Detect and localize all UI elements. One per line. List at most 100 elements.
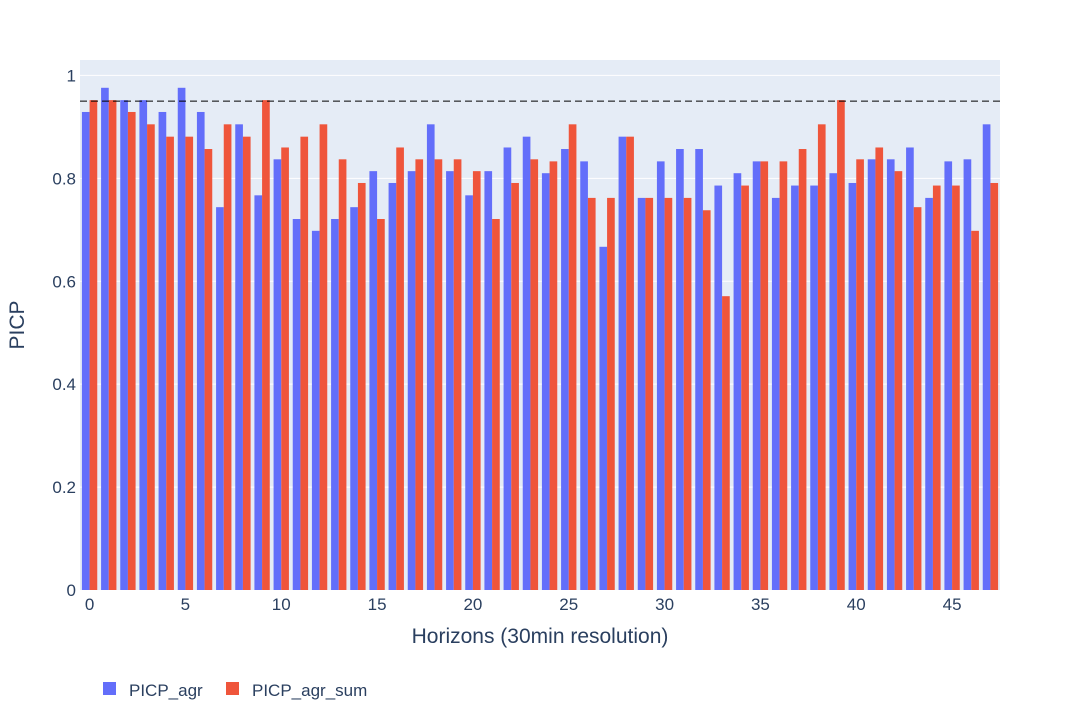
bar-picp-agr-sum[interactable] <box>127 111 136 590</box>
bar-picp-agr[interactable] <box>177 87 186 590</box>
bar-picp-agr[interactable] <box>196 111 205 590</box>
bar-picp-agr-sum[interactable] <box>453 159 462 590</box>
bar-picp-agr[interactable] <box>81 111 90 590</box>
bar-picp-agr[interactable] <box>388 182 397 591</box>
bar-picp-agr-sum[interactable] <box>760 161 769 590</box>
bar-picp-agr[interactable] <box>982 124 991 590</box>
bar-picp-agr[interactable] <box>369 171 378 590</box>
bar-picp-agr[interactable] <box>426 124 435 590</box>
bar-picp-agr[interactable] <box>618 136 627 591</box>
bar-picp-agr[interactable] <box>407 171 416 590</box>
bar-picp-agr-sum[interactable] <box>204 149 213 590</box>
bar-picp-agr[interactable] <box>561 149 569 590</box>
bar-picp-agr-sum[interactable] <box>664 197 673 590</box>
bar-picp-agr-sum[interactable] <box>262 100 270 590</box>
bar-picp-agr-sum[interactable] <box>89 100 98 590</box>
bar-picp-agr-sum[interactable] <box>837 100 845 590</box>
bar-picp-agr-sum[interactable] <box>530 159 539 590</box>
bar-picp-agr[interactable] <box>331 219 339 590</box>
bar-picp-agr[interactable] <box>484 171 493 590</box>
bar-picp-agr[interactable] <box>695 149 703 590</box>
bar-picp-agr[interactable] <box>963 159 972 590</box>
bar-picp-agr-sum[interactable] <box>587 197 596 590</box>
bar-picp-agr-sum[interactable] <box>319 124 328 590</box>
bar-picp-agr[interactable] <box>465 195 473 590</box>
x-tick-label: 20 <box>463 595 482 614</box>
bar-picp-agr[interactable] <box>158 111 167 590</box>
bar-picp-agr-sum[interactable] <box>185 136 194 591</box>
bar-picp-agr[interactable] <box>886 159 895 590</box>
bar-picp-agr-sum[interactable] <box>779 161 788 590</box>
bar-picp-agr[interactable] <box>350 207 358 591</box>
bar-picp-agr-sum[interactable] <box>741 185 749 591</box>
bar-picp-agr[interactable] <box>925 197 933 590</box>
bar-picp-agr[interactable] <box>273 159 282 590</box>
bar-picp-agr-sum[interactable] <box>683 197 692 590</box>
bar-picp-agr[interactable] <box>810 185 818 591</box>
bar-picp-agr-sum[interactable] <box>147 124 155 590</box>
bar-picp-agr-sum[interactable] <box>396 147 404 591</box>
bar-picp-agr-sum[interactable] <box>568 124 577 590</box>
bar-picp-agr[interactable] <box>676 149 684 590</box>
bar-picp-agr-sum[interactable] <box>722 296 730 590</box>
bar-picp-agr-sum[interactable] <box>472 171 481 590</box>
bar-picp-agr-sum[interactable] <box>875 147 884 591</box>
bar-picp-agr[interactable] <box>733 173 742 590</box>
bar-picp-agr[interactable] <box>101 87 109 590</box>
bar-picp-agr[interactable] <box>867 159 876 590</box>
bar-picp-agr-sum[interactable] <box>971 230 979 590</box>
bar-picp-agr[interactable] <box>656 161 665 590</box>
bar-picp-agr[interactable] <box>541 173 550 590</box>
bar-picp-agr-sum[interactable] <box>607 197 615 590</box>
bar-picp-agr-sum[interactable] <box>108 100 117 590</box>
bar-picp-agr[interactable] <box>944 161 953 590</box>
bar-picp-agr[interactable] <box>446 171 454 590</box>
bar-picp-agr-sum[interactable] <box>990 182 999 591</box>
legend-item-picp-agr-sum[interactable]: PICP_agr_sum <box>226 681 367 700</box>
bar-picp-agr[interactable] <box>906 147 914 591</box>
bar-picp-agr[interactable] <box>714 185 723 591</box>
bar-picp-agr[interactable] <box>120 100 128 590</box>
bar-picp-agr[interactable] <box>771 197 780 590</box>
bar-picp-agr-sum[interactable] <box>702 210 711 590</box>
bar-picp-agr-sum[interactable] <box>952 185 960 591</box>
bar-picp-agr[interactable] <box>216 207 224 591</box>
bar-picp-agr[interactable] <box>292 219 301 590</box>
bar-picp-agr-sum[interactable] <box>377 219 385 590</box>
bar-picp-agr-sum[interactable] <box>281 147 289 591</box>
bar-picp-agr-sum[interactable] <box>242 136 251 591</box>
bar-picp-agr-sum[interactable] <box>856 159 864 590</box>
bar-picp-agr[interactable] <box>235 124 243 590</box>
bar-picp-agr-sum[interactable] <box>645 197 654 590</box>
bar-picp-agr-sum[interactable] <box>626 136 634 591</box>
bar-picp-agr-sum[interactable] <box>549 161 558 590</box>
bar-picp-agr[interactable] <box>848 182 857 591</box>
bar-picp-agr[interactable] <box>599 246 608 591</box>
legend-item-picp-agr[interactable]: PICP_agr <box>103 681 203 700</box>
bar-picp-agr-sum[interactable] <box>300 136 309 591</box>
bar-picp-agr[interactable] <box>522 136 531 591</box>
bar-picp-agr[interactable] <box>503 147 512 591</box>
bar-picp-agr-sum[interactable] <box>223 124 232 590</box>
bar-picp-agr-sum[interactable] <box>798 149 807 590</box>
bar-picp-agr[interactable] <box>752 161 761 590</box>
bar-picp-agr[interactable] <box>254 195 263 590</box>
bar-picp-agr-sum[interactable] <box>166 136 174 591</box>
bar-picp-agr-sum[interactable] <box>415 159 424 590</box>
bar-picp-agr-sum[interactable] <box>932 185 941 591</box>
bar-picp-agr-sum[interactable] <box>434 159 443 590</box>
bar-picp-agr-sum[interactable] <box>357 182 366 591</box>
bar-picp-agr[interactable] <box>311 230 320 590</box>
bar-picp-agr-sum[interactable] <box>338 159 347 590</box>
bar-picp-agr-sum[interactable] <box>511 182 519 591</box>
bar-picp-agr[interactable] <box>791 185 799 591</box>
bar-picp-agr[interactable] <box>829 173 838 590</box>
bar-picp-agr-sum[interactable] <box>913 207 922 591</box>
bar-picp-agr[interactable] <box>637 197 646 590</box>
bar-picp-agr[interactable] <box>139 100 148 590</box>
bar-picp-agr-sum[interactable] <box>492 219 500 590</box>
bar-picp-agr[interactable] <box>580 161 588 590</box>
bar-picp-agr-sum[interactable] <box>894 171 903 590</box>
plot-background <box>80 60 1000 590</box>
bar-picp-agr-sum[interactable] <box>817 124 826 590</box>
